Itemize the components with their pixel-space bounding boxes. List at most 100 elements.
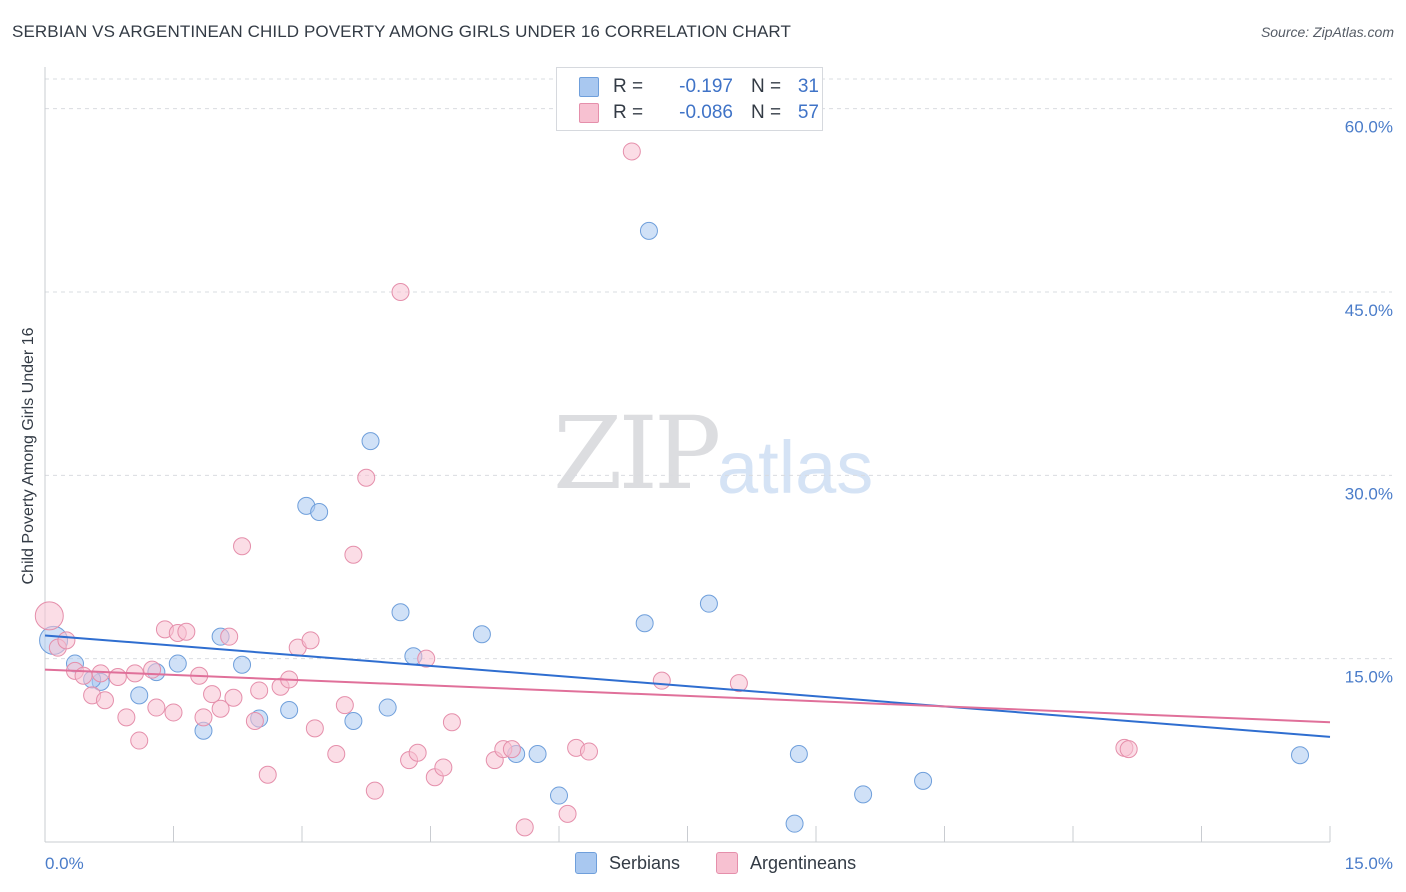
data-point-argentineans bbox=[729, 674, 748, 693]
y-tick-label: 15.0% bbox=[1345, 668, 1393, 687]
data-point-argentineans bbox=[258, 765, 277, 784]
data-point-serbians bbox=[378, 698, 397, 717]
data-point-serbians bbox=[168, 654, 187, 673]
data-point-argentineans bbox=[91, 664, 110, 683]
legend-r-value: -0.197 bbox=[679, 76, 733, 97]
data-point-serbians bbox=[528, 745, 547, 763]
data-point-argentineans bbox=[108, 668, 127, 686]
axes bbox=[44, 67, 1331, 843]
data-point-serbians bbox=[310, 503, 329, 521]
data-point-argentineans bbox=[233, 537, 252, 556]
legend-n-value: 31 bbox=[797, 76, 819, 97]
data-point-argentineans bbox=[143, 660, 162, 679]
data-point-serbians bbox=[280, 701, 299, 719]
legend-row-argentineans: R = -0.086 N = 57 bbox=[579, 100, 819, 126]
data-point-serbians bbox=[635, 614, 654, 633]
watermark-atlas: atlas bbox=[717, 426, 874, 509]
trend-line-argentineans bbox=[44, 668, 1331, 724]
data-point-argentineans bbox=[245, 712, 264, 730]
data-point-serbians bbox=[344, 712, 363, 730]
data-point-argentineans bbox=[211, 699, 230, 718]
data-point-argentineans bbox=[220, 627, 239, 646]
legend-swatch-argentineans bbox=[579, 103, 599, 123]
data-point-argentineans bbox=[194, 708, 213, 727]
chart-source: Source: ZipAtlas.com bbox=[1260, 24, 1394, 40]
series-label-argentineans: Argentineans bbox=[750, 852, 857, 873]
data-point-argentineans bbox=[652, 671, 671, 690]
data-point-argentineans bbox=[344, 545, 363, 564]
data-point-argentineans bbox=[417, 649, 436, 668]
data-points bbox=[34, 142, 1310, 837]
correlation-legend: R = -0.197 N = 31 R = -0.086 N = 57 bbox=[556, 67, 823, 131]
data-point-argentineans bbox=[502, 740, 521, 759]
y-axis-label: Child Poverty Among Girls Under 16 bbox=[20, 327, 37, 584]
legend-row-serbians: R = -0.197 N = 31 bbox=[579, 74, 819, 100]
data-point-argentineans bbox=[250, 681, 269, 700]
data-point-argentineans bbox=[177, 622, 196, 641]
x-tick-label: 15.0% bbox=[1345, 854, 1393, 873]
legend-r-value: -0.086 bbox=[679, 102, 733, 123]
data-point-argentineans bbox=[365, 781, 384, 800]
legend-swatch-serbians bbox=[579, 77, 599, 97]
data-point-argentineans bbox=[579, 742, 598, 761]
tick-labels: 15.0% 30.0% 45.0% 60.0% 0.0% 15.0% bbox=[45, 118, 1393, 873]
data-point-argentineans bbox=[327, 745, 346, 763]
data-point-serbians bbox=[130, 686, 149, 705]
legend-r-label: R = bbox=[613, 76, 644, 97]
data-point-argentineans bbox=[130, 731, 149, 750]
data-point-serbians bbox=[854, 785, 873, 804]
y-tick-label: 30.0% bbox=[1345, 484, 1393, 503]
data-point-argentineans bbox=[515, 818, 534, 837]
data-point-argentineans bbox=[224, 688, 243, 707]
watermark-zip: ZIP bbox=[553, 395, 721, 512]
series-legend-argentineans[interactable]: Argentineans bbox=[716, 852, 856, 874]
data-point-argentineans bbox=[164, 703, 183, 722]
series-swatch-argentineans bbox=[716, 852, 738, 874]
y-tick-label: 45.0% bbox=[1345, 301, 1393, 320]
series-legend-serbians[interactable]: Serbians bbox=[575, 852, 680, 874]
series-legend: Serbians Argentineans bbox=[0, 852, 1406, 878]
grid-lines bbox=[45, 78, 1392, 660]
data-point-argentineans bbox=[622, 142, 641, 161]
data-point-serbians bbox=[391, 603, 410, 622]
data-point-argentineans bbox=[57, 631, 76, 650]
trend-line-serbians bbox=[44, 634, 1331, 738]
legend-n-value: 57 bbox=[797, 102, 819, 123]
y-tick-label: 60.0% bbox=[1345, 118, 1393, 137]
trend-lines bbox=[44, 634, 1331, 738]
data-point-argentineans bbox=[1119, 740, 1138, 759]
x-tick-label: 0.0% bbox=[45, 854, 84, 873]
data-point-argentineans bbox=[442, 713, 461, 732]
data-point-argentineans bbox=[34, 601, 64, 631]
data-point-argentineans bbox=[558, 804, 577, 823]
data-point-serbians bbox=[785, 814, 804, 833]
data-point-serbians bbox=[699, 594, 718, 613]
series-swatch-serbians bbox=[575, 852, 597, 874]
data-point-serbians bbox=[233, 655, 252, 674]
data-point-serbians bbox=[550, 786, 568, 805]
data-point-argentineans bbox=[408, 743, 427, 762]
data-point-serbians bbox=[472, 625, 491, 644]
data-point-argentineans bbox=[357, 468, 376, 487]
data-point-argentineans bbox=[335, 696, 354, 715]
data-point-argentineans bbox=[95, 691, 114, 710]
legend-r-label: R = bbox=[613, 102, 644, 123]
series-label-serbians: Serbians bbox=[609, 852, 681, 873]
data-point-serbians bbox=[1291, 746, 1310, 765]
data-point-argentineans bbox=[203, 685, 222, 704]
data-point-argentineans bbox=[301, 631, 320, 650]
legend-n-label: N = bbox=[751, 102, 782, 123]
data-point-serbians bbox=[639, 221, 658, 240]
data-point-serbians bbox=[361, 432, 380, 451]
data-point-argentineans bbox=[117, 708, 136, 727]
data-point-argentineans bbox=[147, 698, 166, 717]
data-point-argentineans bbox=[305, 719, 324, 738]
legend-n-label: N = bbox=[751, 76, 782, 97]
data-point-argentineans bbox=[74, 666, 93, 685]
data-point-argentineans bbox=[391, 283, 410, 301]
data-point-serbians bbox=[789, 745, 808, 763]
chart-title: SERBIAN VS ARGENTINEAN CHILD POVERTY AMO… bbox=[12, 22, 791, 41]
data-point-serbians bbox=[914, 771, 933, 790]
data-point-argentineans bbox=[434, 758, 453, 777]
